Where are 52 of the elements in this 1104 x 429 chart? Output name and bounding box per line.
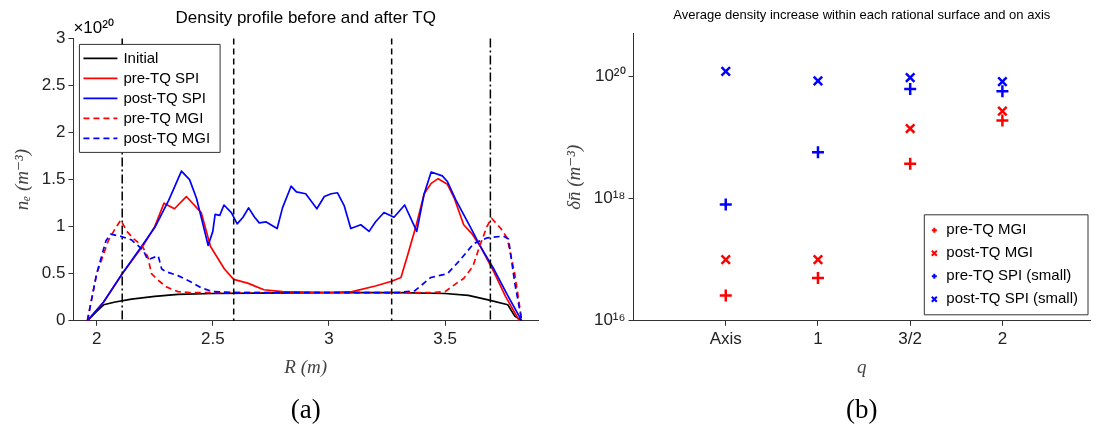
y-tick-label: 1: [55, 216, 66, 236]
point: [996, 76, 1008, 88]
x-tick-label: Axis: [709, 328, 742, 348]
chart-title: Average density increase within each rational surface and on axis: [673, 7, 1051, 23]
y-tick-label: 10²⁰: [594, 66, 626, 86]
text: ×10²⁰: [73, 17, 114, 37]
x-axis-title: R (m): [283, 355, 328, 378]
point: [810, 270, 826, 286]
chart-title: Density profile before and after TQ: [175, 7, 436, 27]
legend-label: Initial: [123, 48, 159, 66]
text: (a): [290, 393, 321, 424]
point: [904, 72, 916, 84]
point: [718, 197, 734, 212]
y-tick-label: 3: [55, 28, 66, 48]
legend-label: post-TQ SPI (small): [946, 289, 1079, 307]
y-tick-label: 10¹⁶: [593, 310, 626, 330]
point: [720, 254, 732, 266]
x-tick-label: 2.5: [200, 328, 225, 348]
point: [810, 145, 826, 160]
legend-label: pre-TQ SPI (small): [946, 266, 1072, 284]
y-tick-label: 0.5: [41, 263, 66, 283]
point: [995, 113, 1010, 128]
y-tick-label: 1.5: [41, 169, 66, 189]
legend-label: pre-TQ SPI: [123, 68, 200, 86]
text: (b): [846, 393, 878, 424]
point: [902, 81, 918, 97]
point: [902, 156, 918, 172]
y-axis-title: nₑ (m⁻³): [11, 148, 34, 211]
x-tick-label: 2: [91, 328, 102, 348]
point: [720, 65, 732, 77]
legend-label: post-TQ SPI: [123, 88, 206, 106]
legend-label: pre-TQ MGI: [946, 220, 1027, 238]
point: [718, 288, 734, 303]
x-tick-label: 3: [324, 328, 334, 348]
x-axis-title: q: [857, 355, 868, 377]
point: [995, 83, 1010, 99]
point: [812, 75, 824, 87]
legend-label: post-TQ MGI: [123, 128, 211, 146]
x-tick-label: 3/2: [898, 328, 922, 348]
y-axis-title: δn̄ (m⁻³): [563, 144, 586, 210]
y-tick-label: 10¹⁸: [593, 188, 626, 208]
y-tick-label: 0: [55, 310, 66, 330]
point: [904, 123, 916, 134]
point: [812, 254, 824, 266]
legend-label: pre-TQ MGI: [123, 108, 204, 126]
x-tick-label: 2: [997, 328, 1008, 348]
y-tick-label: 2: [55, 122, 66, 142]
x-tick-label: 3.5: [433, 328, 457, 348]
legend-label: post-TQ MGI: [946, 243, 1034, 261]
point: [996, 105, 1008, 117]
x-tick-label: 1: [813, 328, 823, 348]
y-tick-label: 2.5: [41, 75, 66, 95]
